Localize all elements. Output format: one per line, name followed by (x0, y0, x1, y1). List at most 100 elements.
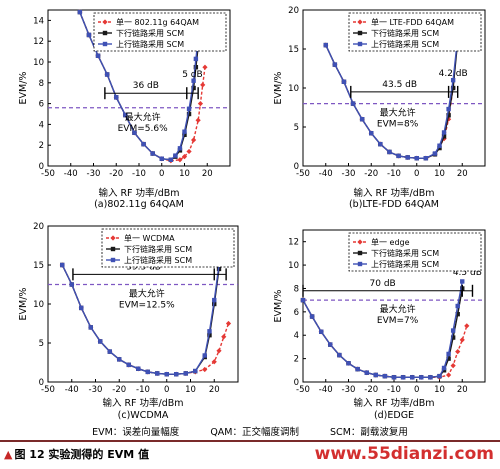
x-tick-label: -40 (64, 169, 78, 179)
legend-marker (357, 239, 363, 245)
series-line-2 (325, 37, 459, 159)
data-point (221, 334, 227, 340)
data-point (193, 368, 198, 374)
chart-panel-d: -50 -40 -30 -20 -10 0 10 20 0 2 4 6 8 10 12 输入 RF 功率/dB… (273, 229, 486, 421)
legend-marker (357, 250, 363, 256)
data-point (107, 349, 112, 354)
legend-entry: 上行链路采用 SCM (116, 39, 184, 49)
data-point (396, 153, 401, 159)
chart-panel-b: -50 -40 -30 -20 -10 0 10 20 0 5 10 15 20 输入 RF 功率/dBm… (273, 6, 486, 210)
legend-entry: 单一 LTE-FDD 64QAM (371, 17, 454, 27)
data-point (207, 333, 212, 338)
data-point (332, 62, 338, 67)
y-axis-label: EVM/% (18, 288, 29, 321)
data-point (225, 320, 232, 327)
data-point (455, 303, 460, 309)
y-tick-label: 6 (39, 100, 44, 110)
data-point (387, 149, 392, 155)
data-point (141, 141, 146, 147)
data-point (428, 375, 433, 380)
legend-entry: 上行链路采用 SCM (124, 255, 192, 265)
data-point (414, 156, 419, 161)
threshold-value: EVM=12.5% (119, 301, 175, 311)
data-point (450, 78, 456, 83)
gap-label: 4.2 dB (439, 69, 468, 79)
site-watermark: www.55dianzi.com (314, 444, 494, 464)
data-point (441, 134, 447, 139)
data-point (410, 375, 415, 380)
caption-divider (0, 440, 500, 442)
y-tick-label: 6 (294, 308, 299, 318)
threshold-label: 最大允许 (125, 111, 161, 123)
legend-marker (102, 41, 108, 47)
data-point (186, 106, 192, 111)
data-point (132, 130, 137, 135)
data-point (437, 373, 442, 379)
data-point (446, 356, 451, 361)
data-point (191, 78, 196, 83)
threshold-label: 最大允许 (380, 303, 416, 315)
data-point (114, 95, 119, 100)
data-point (359, 117, 365, 122)
data-point (423, 156, 429, 161)
data-point (177, 146, 183, 151)
series-line-1 (302, 288, 463, 378)
x-tick-label: -30 (87, 169, 101, 179)
data-point (191, 137, 197, 143)
data-point (202, 353, 207, 358)
data-point (186, 148, 192, 155)
data-point (459, 337, 465, 343)
data-point (309, 314, 315, 319)
data-point (98, 339, 103, 344)
legend-marker (357, 41, 363, 47)
data-point (159, 156, 164, 161)
threshold-value: EVM=5.6% (118, 124, 168, 134)
x-tick-label: 0 (164, 385, 169, 395)
x-tick-label: -10 (136, 385, 150, 395)
data-point (173, 153, 178, 158)
footnote-qam: QAM：正交幅度调制 (210, 427, 299, 438)
x-tick-label: -50 (41, 385, 55, 395)
data-point (450, 335, 456, 340)
y-tick-label: 12 (288, 238, 299, 248)
legend-entry: 下行链路采用 SCM (371, 28, 439, 38)
x-tick-label: -30 (89, 385, 103, 395)
data-point (419, 375, 424, 380)
legend-marker (357, 30, 363, 36)
data-point (450, 363, 456, 369)
x-tick-label: -40 (65, 385, 79, 395)
legend-marker (357, 19, 363, 25)
legend-entry: 上行链路采用 SCM (371, 259, 439, 269)
series-line-2 (302, 281, 463, 378)
data-point (164, 372, 169, 377)
x-tick-label: 10 (179, 169, 190, 179)
legend-entry: 单一 802.11g 64QAM (116, 17, 199, 27)
data-point (446, 372, 452, 378)
x-tick-label: -50 (41, 169, 55, 179)
chart-subtitle: (d)EDGE (374, 410, 414, 421)
data-point (441, 365, 447, 371)
data-point (177, 157, 183, 163)
gap-label: 5 dB (182, 70, 202, 80)
footnote-scm: SCM：副载波复用 (330, 427, 408, 438)
data-point (341, 79, 347, 84)
data-point (145, 369, 150, 375)
x-tick-label: -20 (364, 385, 378, 395)
x-tick-label: -20 (109, 169, 123, 179)
data-point (437, 145, 442, 151)
data-point (182, 129, 187, 134)
data-point (79, 305, 84, 311)
y-tick-label: 10 (288, 84, 299, 94)
y-tick-label: 5 (39, 339, 44, 349)
threshold-label: 最大允许 (380, 107, 416, 119)
data-point (126, 362, 131, 368)
y-tick-label: 15 (288, 45, 299, 55)
threshold-value: EVM=7% (377, 316, 419, 326)
data-point (391, 375, 397, 380)
y-tick-label: 12 (33, 37, 44, 47)
x-tick-label: -40 (319, 385, 333, 395)
data-point (77, 9, 83, 15)
data-point (373, 372, 378, 378)
x-tick-label: 20 (457, 169, 468, 179)
legend-marker (357, 261, 363, 267)
